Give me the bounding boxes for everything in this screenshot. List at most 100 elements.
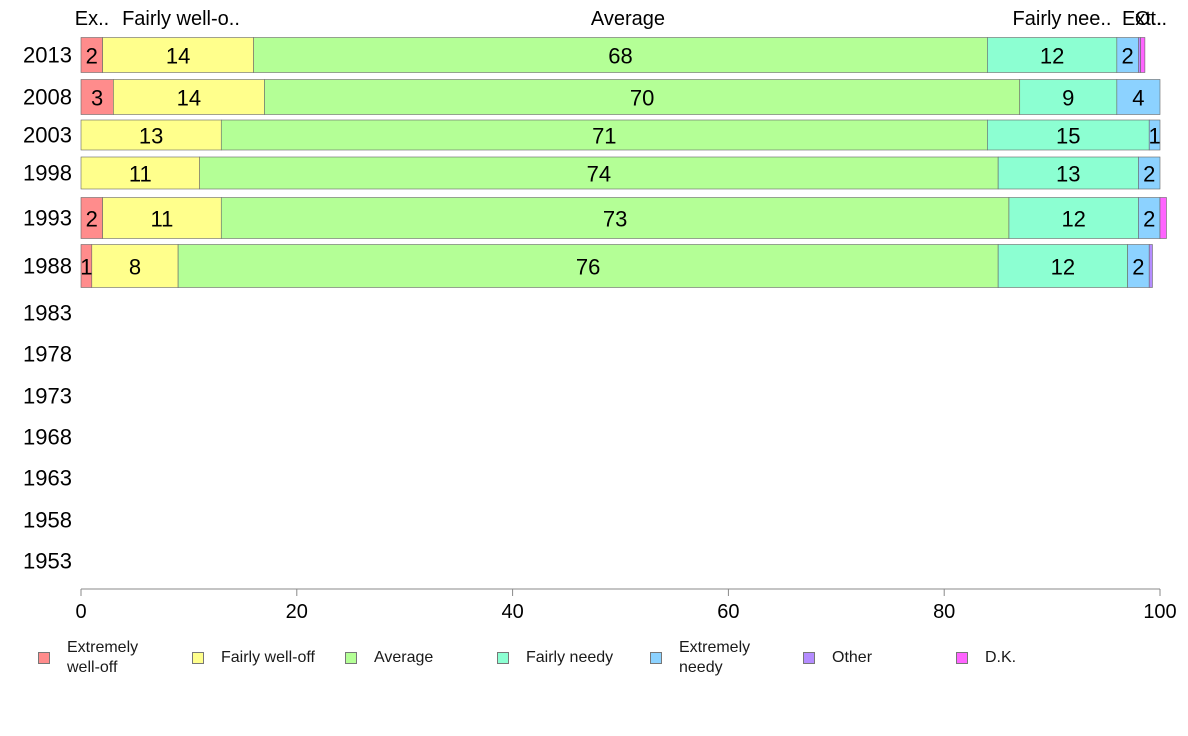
year-label: 1963 <box>23 466 72 491</box>
x-tick-label: 100 <box>1143 601 1176 623</box>
bar-segment <box>1019 79 1118 115</box>
legend-item: Fairly needy <box>497 636 613 680</box>
legend-swatch <box>803 652 815 664</box>
legend-item: Fairly well-off <box>192 636 315 680</box>
bar-value-label: 2 <box>1143 162 1155 187</box>
x-tick-label: 0 <box>75 601 86 623</box>
bar-value-label: 15 <box>1056 124 1080 149</box>
bar-value-label: 1 <box>80 255 92 280</box>
bar-segment <box>220 119 988 151</box>
bar-segment <box>220 197 1010 239</box>
year-label: 1988 <box>23 254 72 279</box>
year-label: 1968 <box>23 425 72 450</box>
top-segment-label: Average <box>591 8 665 30</box>
top-segment-label: Fairly nee.. <box>1013 8 1112 30</box>
year-label: 1958 <box>23 508 72 533</box>
year-label: 1978 <box>23 342 72 367</box>
year-label: 1993 <box>23 206 72 231</box>
bar-segment <box>80 79 114 115</box>
bar-segment <box>1148 244 1153 288</box>
bar-value-label: 14 <box>177 86 201 111</box>
year-label: 1998 <box>23 161 72 186</box>
bar-segment <box>1138 156 1161 190</box>
legend-item: Extremely well-off <box>38 636 138 680</box>
legend-item: Other <box>803 636 872 680</box>
legend-swatch <box>345 652 357 664</box>
legend: Extremely well-off Fairly well-off Average… <box>38 636 1158 684</box>
top-segment-label: Fairly well-o.. <box>122 8 240 30</box>
x-tick-label: 40 <box>501 601 523 623</box>
bar-value-label: 2 <box>1122 44 1134 69</box>
year-label: 1983 <box>23 301 72 326</box>
bar-value-label: 4 <box>1132 86 1144 111</box>
legend-item: Extremely needy <box>650 636 750 680</box>
bar-value-label: 71 <box>592 124 616 149</box>
bar-segment <box>264 79 1021 115</box>
bar-segment <box>102 37 254 73</box>
legend-swatch <box>650 652 662 664</box>
bar-segment <box>987 119 1150 151</box>
x-tick-label: 20 <box>286 601 308 623</box>
bar-value-label: 2 <box>1132 255 1144 280</box>
legend-label: Fairly well-off <box>221 649 315 666</box>
bar-value-label: 2 <box>86 44 98 69</box>
year-label: 2003 <box>23 123 72 148</box>
bar-segment <box>199 156 999 190</box>
bar-segment <box>102 197 222 239</box>
bar-value-label: 11 <box>129 162 152 187</box>
bar-value-label: 2 <box>86 207 98 232</box>
x-tick-label: 80 <box>933 601 955 623</box>
legend-swatch <box>497 652 509 664</box>
year-label: 2008 <box>23 85 72 110</box>
legend-item: D.K. <box>956 636 1016 680</box>
bar-value-label: 2 <box>1143 207 1155 232</box>
bar-segment <box>113 79 265 115</box>
top-segment-label: Ext.. <box>1122 8 1162 30</box>
bar-value-label: 12 <box>1061 207 1085 232</box>
legend-swatch <box>956 652 968 664</box>
bar-value-label: 76 <box>576 255 600 280</box>
legend-label: Average <box>374 649 434 666</box>
bar-value-label: 68 <box>608 44 632 69</box>
bar-value-label: 13 <box>139 124 163 149</box>
bar-segment <box>1116 79 1161 115</box>
bar-value-label: 14 <box>166 44 190 69</box>
top-segment-label: Ot.. <box>1135 8 1167 30</box>
legend-label: Extremely needy <box>679 639 751 676</box>
legend-swatch <box>192 652 204 664</box>
bar-value-label: 8 <box>129 255 141 280</box>
bar-segment <box>1159 197 1167 239</box>
legend-label: D.K. <box>985 649 1017 666</box>
bar-segment <box>1140 37 1146 73</box>
year-label: 1953 <box>23 549 72 574</box>
bar-value-label: 3 <box>91 86 103 111</box>
bar-segment <box>1008 197 1139 239</box>
top-segment-label: Ex.. <box>75 8 109 30</box>
year-label: 2013 <box>23 43 72 68</box>
bar-segment <box>1138 37 1141 73</box>
bar-segment <box>997 156 1139 190</box>
bar-value-label: 74 <box>587 162 611 187</box>
legend-label: Other <box>832 649 873 666</box>
bar-value-label: 13 <box>1056 162 1080 187</box>
legend-item: Average <box>345 636 433 680</box>
bar-segment <box>80 156 200 190</box>
bar-value-label: 70 <box>630 86 654 111</box>
bar-value-label: 73 <box>603 207 627 232</box>
bar-value-label: 1 <box>1148 124 1160 149</box>
legend-label: Fairly needy <box>526 649 614 666</box>
year-label: 1973 <box>23 384 72 409</box>
bar-value-label: 9 <box>1062 86 1074 111</box>
bar-value-label: 11 <box>151 207 174 232</box>
x-tick-label: 60 <box>717 601 739 623</box>
legend-swatch <box>38 652 50 664</box>
bar-segment <box>177 244 999 288</box>
bar-segment <box>987 37 1118 73</box>
bar-value-label: 12 <box>1051 255 1075 280</box>
bar-segment <box>1148 119 1161 151</box>
bar-segment <box>91 244 179 288</box>
legend-label: Extremely well-off <box>67 639 139 676</box>
bar-segment <box>997 244 1128 288</box>
bar-value-label: 12 <box>1040 44 1064 69</box>
